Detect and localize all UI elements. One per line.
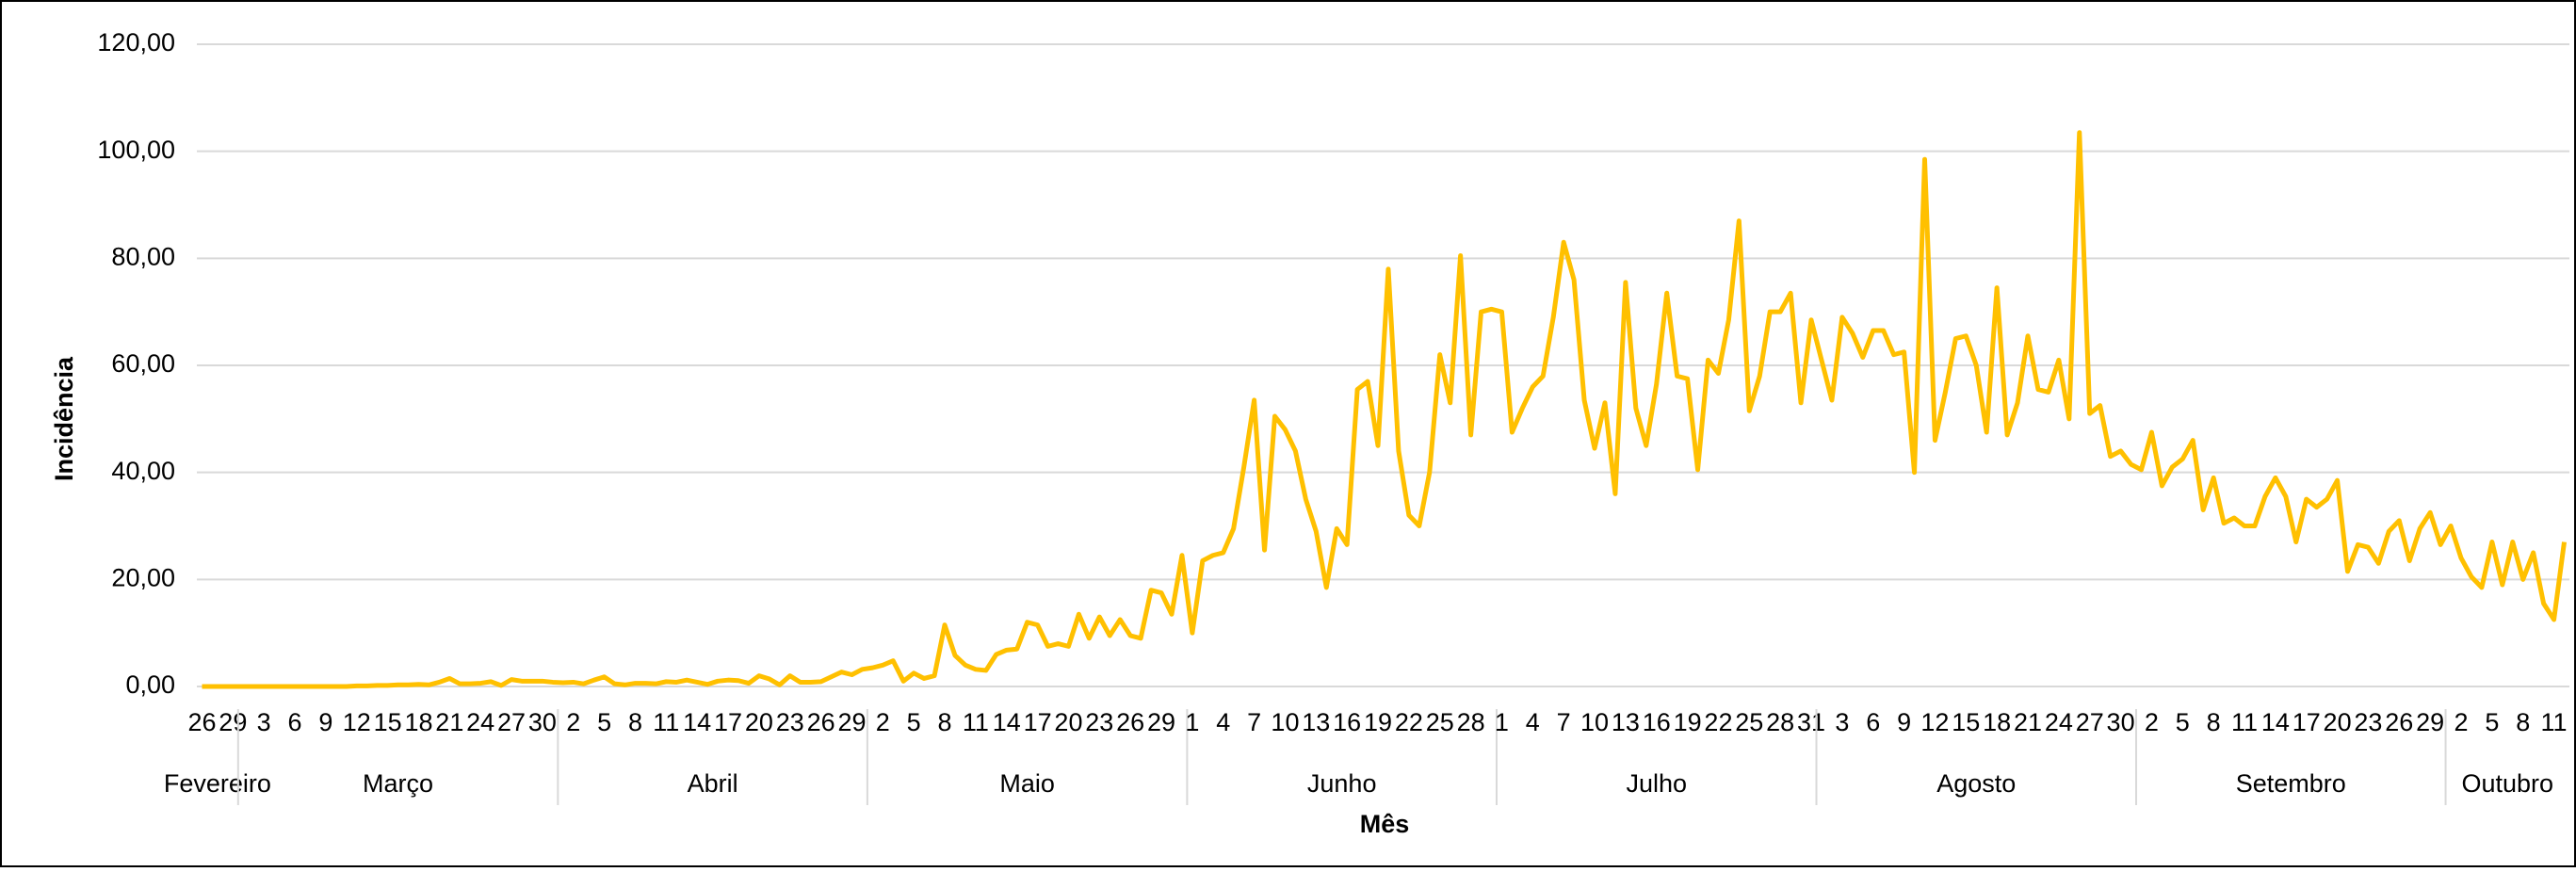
x-tick-label: 2 [2454,708,2468,736]
month-label: Setembro [2236,769,2346,798]
x-tick-label: 26 [807,708,835,736]
data-line [202,130,2567,689]
x-tick-label: 27 [497,708,526,736]
x-tick-label: 17 [1024,708,1052,736]
x-tick-label: 29 [2416,708,2444,736]
y-tick-label: 60,00 [111,349,175,378]
x-tick-label: 15 [1952,708,1980,736]
month-label: Agosto [1936,769,2016,798]
x-tick-label: 25 [1735,708,1763,736]
x-tick-label: 28 [1457,708,1485,736]
x-tick-label: 21 [2014,708,2042,736]
y-tick-label: 100,00 [97,136,175,164]
x-tick-label: 20 [745,708,773,736]
x-tick-label: 9 [1897,708,1911,736]
x-tick-label: 19 [1364,708,1392,736]
month-label: Maio [999,769,1055,798]
x-tick-label: 27 [2076,708,2104,736]
y-tick-label: 20,00 [111,563,175,591]
x-tick-label: 2 [2145,708,2159,736]
month-label: Julho [1626,769,1687,798]
x-tick-label: 4 [1216,708,1230,736]
x-tick-label: 29 [219,708,247,736]
x-tick-label: 6 [288,708,302,736]
x-tick-label: 16 [1333,708,1361,736]
x-tick-label: 10 [1271,708,1299,736]
x-tick-label: 30 [528,708,557,736]
month-label: Março [363,769,433,798]
x-tick-label: 23 [1085,708,1113,736]
x-tick-label: 1 [1185,708,1199,736]
x-tick-label: 13 [1302,708,1330,736]
x-tick-label: 12 [343,708,371,736]
x-tick-label: 3 [1835,708,1849,736]
x-tick-label: 2 [876,708,890,736]
x-tick-label: 8 [2207,708,2221,736]
y-tick-label: 0,00 [125,670,175,699]
y-tick-label: 120,00 [97,28,175,57]
x-tick-label: 18 [404,708,432,736]
x-tick-label: 2 [566,708,580,736]
month-label: Fevereiro [164,769,271,798]
x-tick-label: 9 [318,708,332,736]
x-tick-label: 14 [683,708,711,736]
x-tick-label: 22 [1395,708,1423,736]
x-tick-label: 29 [1147,708,1175,736]
x-tick-label: 5 [2176,708,2190,736]
x-tick-label: 29 [837,708,866,736]
x-tick-label: 8 [628,708,642,736]
month-label: Outubro [2462,769,2554,798]
x-tick-label: 20 [1054,708,1082,736]
x-tick-label: 17 [2292,708,2321,736]
x-tick-label: 11 [2541,708,2568,736]
x-tick-label: 28 [1766,708,1794,736]
x-tick-label: 30 [2107,708,2135,736]
y-axis-label: Incidência [50,356,78,481]
x-tick-label: 26 [2385,708,2413,736]
y-tick-label: 40,00 [111,457,175,485]
x-tick-label: 14 [2261,708,2290,736]
x-tick-label: 23 [776,708,804,736]
x-tick-label: 23 [2354,708,2382,736]
x-tick-label: 11 [2231,708,2258,736]
x-tick-label: 5 [2485,708,2499,736]
x-tick-label: 22 [1704,708,1732,736]
month-label: Abril [688,769,738,798]
x-tick-label: 15 [374,708,402,736]
x-tick-label: 20 [2324,708,2352,736]
x-tick-label: 25 [1426,708,1454,736]
month-label: Junho [1307,769,1377,798]
x-tick-label: 5 [597,708,611,736]
x-tick-label: 12 [1920,708,1949,736]
x-tick-label: 19 [1674,708,1702,736]
x-tick-label: 8 [938,708,952,736]
x-tick-label: 26 [187,708,216,736]
x-tick-label: 4 [1526,708,1540,736]
x-tick-label: 11 [963,708,989,736]
x-tick-label: 16 [1643,708,1671,736]
x-tick-label: 10 [1580,708,1609,736]
x-tick-label: 21 [435,708,463,736]
x-tick-label: 1 [1495,708,1509,736]
x-tick-label: 7 [1557,708,1571,736]
x-tick-label: 17 [714,708,742,736]
x-tick-label: 26 [1116,708,1144,736]
x-tick-label: 7 [1247,708,1261,736]
x-tick-label: 11 [653,708,679,736]
x-tick-label: 8 [2516,708,2530,736]
x-tick-label: 5 [907,708,921,736]
x-tick-label: 13 [1612,708,1640,736]
x-tick-label: 24 [2045,708,2073,736]
x-tick-label: 3 [257,708,271,736]
x-tick-label: 18 [1983,708,2011,736]
x-tick-label: 31 [1797,708,1825,736]
x-axis-label: Mês [1360,810,1410,838]
y-tick-label: 80,00 [111,242,175,270]
x-tick-label: 6 [1866,708,1880,736]
x-tick-label: 14 [993,708,1021,736]
x-tick-label: 24 [466,708,494,736]
